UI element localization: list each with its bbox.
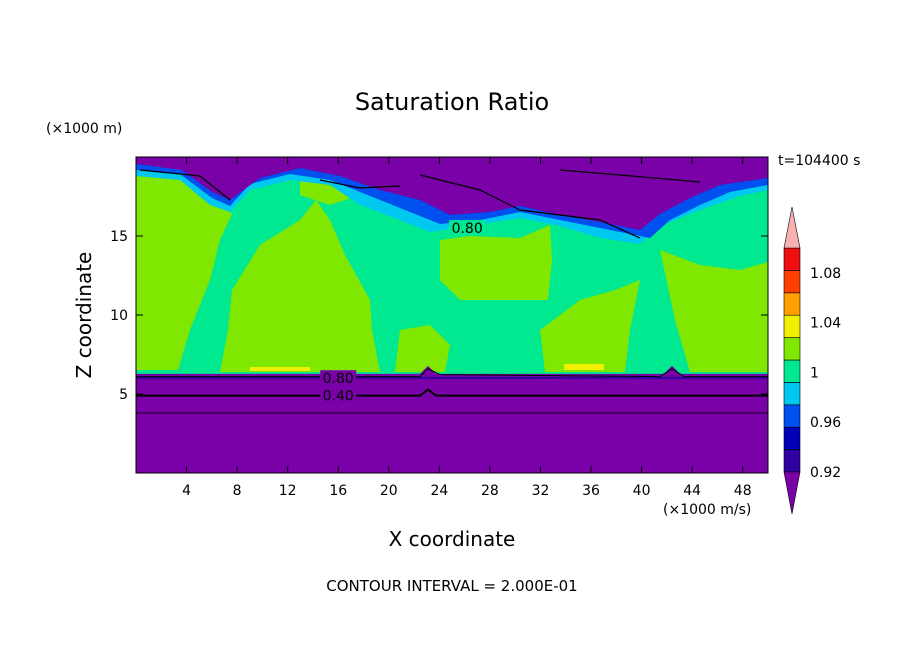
colorbar-segment (783, 359, 801, 383)
x-tick-label: 16 (329, 483, 347, 499)
x-tick-label: 28 (481, 483, 499, 499)
y-tick-label: 15 (110, 229, 128, 245)
contour-label: 0.80 (323, 371, 354, 387)
field-region-green (136, 172, 232, 370)
colorbar-segment (783, 314, 801, 338)
y-tick-label: 10 (110, 308, 128, 324)
y-units-label: (×1000 m) (46, 121, 123, 137)
x-tick-label: 24 (430, 483, 448, 499)
x-axis-label: X coordinate (388, 527, 516, 551)
contour-label-bg (320, 387, 357, 403)
colorbar-segment (783, 426, 801, 450)
colorbar-segment (783, 270, 801, 294)
colorbar-tick-label: 1.04 (810, 316, 841, 332)
contour-label-bg (320, 370, 357, 386)
field-lower-layer (136, 365, 768, 473)
y-axis-label: Z coordinate (72, 251, 96, 379)
field-region-green (440, 225, 552, 300)
colorbar-segment (783, 292, 801, 316)
plot-area: 0.80 0.80 0.40 (136, 157, 768, 473)
field-region-green (220, 200, 380, 372)
colorbar-tick-label: 1.08 (810, 266, 841, 282)
colorbar-segment (783, 404, 801, 428)
contour-line (139, 169, 701, 239)
x-tick-label: 4 (182, 483, 191, 499)
colorbar-bottom-arrow (783, 471, 801, 515)
x-tick-label: 40 (633, 483, 651, 499)
chart-title: Saturation Ratio (354, 88, 550, 116)
contour-label-bg (449, 220, 486, 236)
colorbar-top-arrow (783, 206, 801, 249)
colorbar: 0.92 0.96 1 1.04 1.08 (783, 206, 841, 515)
field-region-yellow (564, 364, 604, 370)
colorbar-tick-label: 0.96 (810, 415, 841, 431)
contour-interval-label: CONTOUR INTERVAL = 2.000E-01 (326, 577, 578, 595)
time-label: t=104400 s (778, 153, 861, 169)
field-region-green (395, 325, 450, 372)
contour-label: 0.40 (323, 389, 354, 405)
x-units-label: (×1000 m/s) (663, 502, 752, 518)
x-tick-label: 48 (734, 483, 752, 499)
field-region-purple (136, 157, 768, 230)
y-tick-label: 5 (119, 387, 128, 403)
colorbar-segment (783, 337, 801, 361)
colorbar-tick-label: 0.92 (810, 465, 841, 481)
x-tick-label: 36 (582, 483, 600, 499)
x-tick-label: 20 (380, 483, 398, 499)
contour-label: 0.80 (452, 221, 483, 237)
x-tick-label: 32 (532, 483, 550, 499)
colorbar-segment (783, 247, 801, 271)
colorbar-segment (783, 382, 801, 406)
colorbar-tick-label: 1 (810, 365, 819, 381)
field-region-green (540, 280, 640, 372)
x-tick-label: 44 (683, 483, 701, 499)
x-tick-label: 12 (279, 483, 297, 499)
contour-line (136, 368, 768, 378)
field-region-yellow (250, 367, 310, 371)
x-tick-label: 8 (233, 483, 242, 499)
field-region-green (660, 250, 768, 372)
colorbar-segment (783, 449, 801, 473)
